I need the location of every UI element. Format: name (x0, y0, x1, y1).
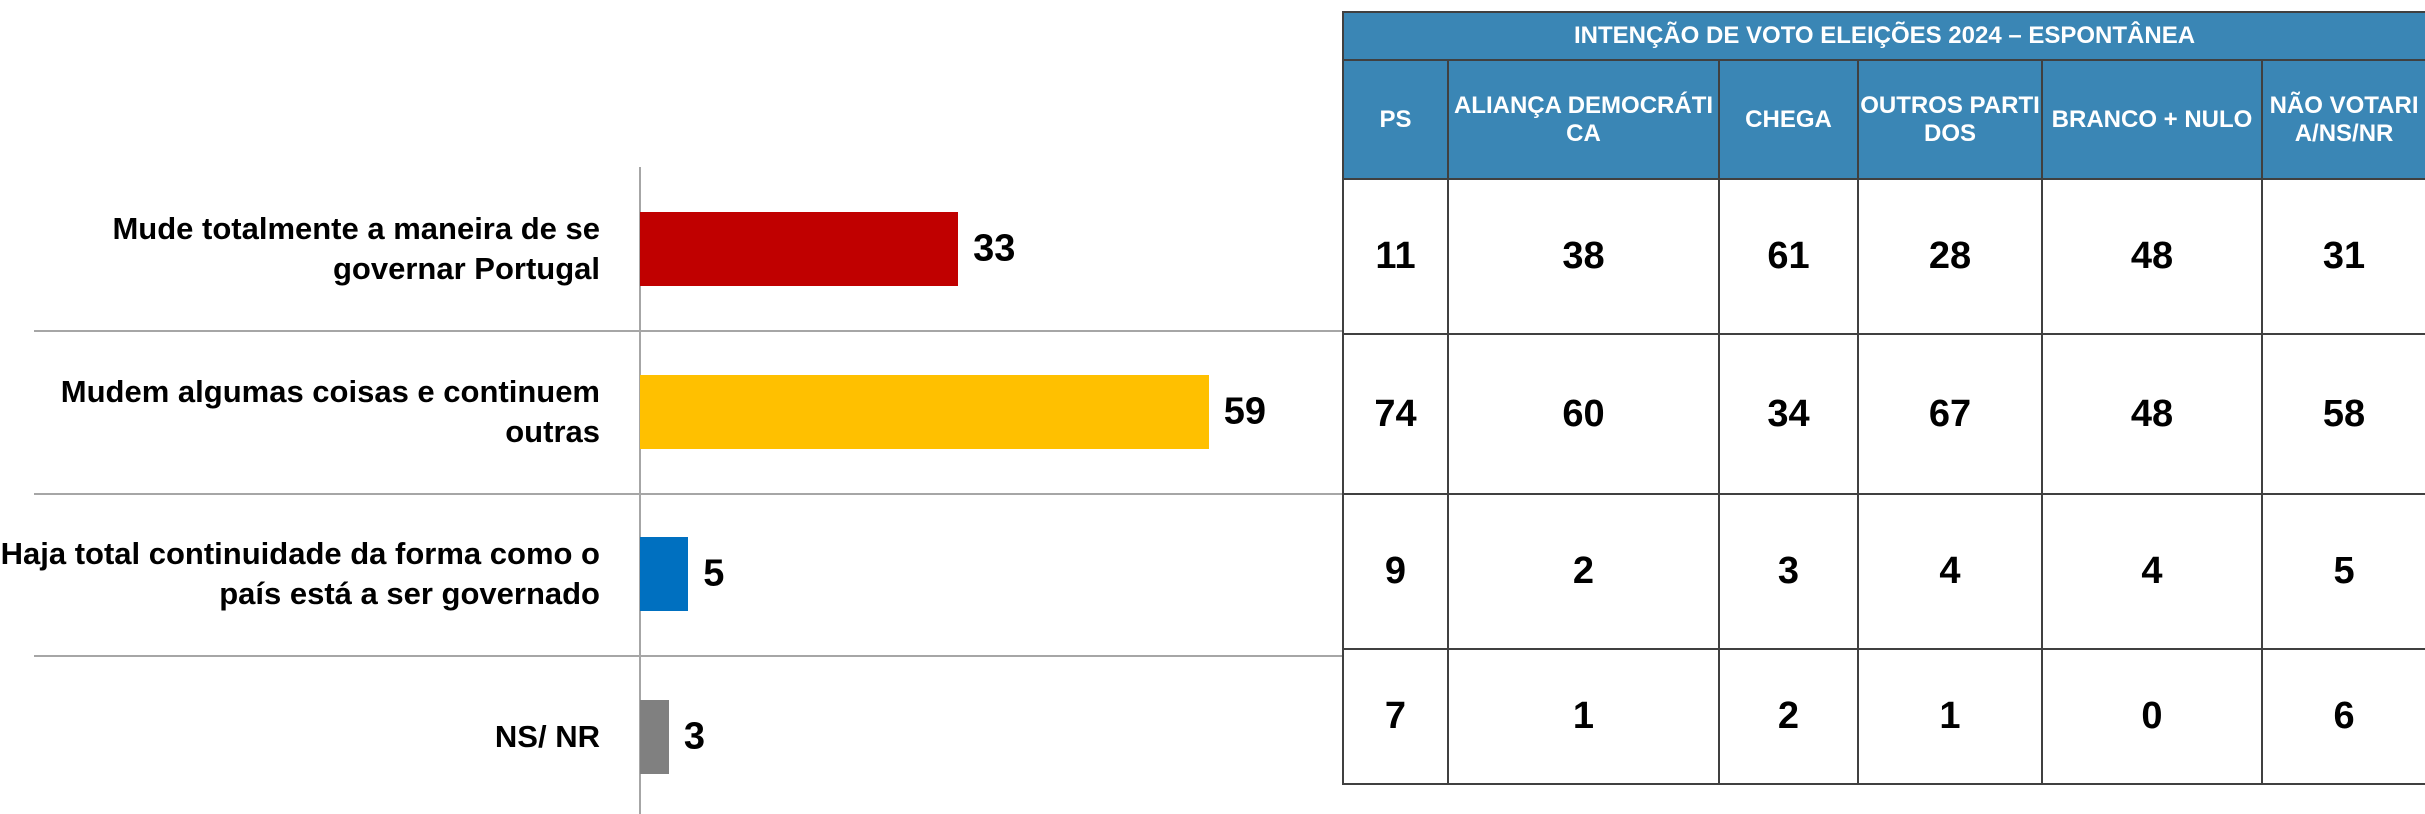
table-cell: 1 (1447, 648, 1720, 785)
table-cell: 1 (1857, 648, 2043, 785)
column-header: OUTROS PARTIDOS (1857, 59, 2043, 180)
table-cell: 2 (1718, 648, 1859, 785)
bar (640, 537, 689, 611)
table-cell: 4 (1857, 493, 2043, 650)
column-header: ALIANÇA DEMOCRÁTICA (1447, 59, 1720, 180)
table-cell: 60 (1447, 333, 1720, 495)
table-cell: 4 (2041, 493, 2263, 650)
value-label: 3 (683, 715, 706, 757)
table-cell: 48 (2041, 333, 2263, 495)
row-separator (34, 492, 1342, 495)
bar (640, 374, 1209, 449)
table-cell: 9 (1342, 493, 1449, 650)
category-label: NS/ NR (494, 718, 600, 754)
bar (640, 699, 669, 774)
table-row: 74 60 34 67 48 58 (1342, 333, 2425, 495)
column-header: PS (1342, 59, 1449, 180)
table-cell: 34 (1718, 333, 1859, 495)
table-cell: 11 (1342, 178, 1449, 335)
table-cell: 74 (1342, 333, 1449, 495)
table-cell: 58 (2260, 333, 2425, 495)
table-cell: 48 (2041, 178, 2263, 335)
category-label: Mudem algumas coisas e continuem outras (60, 373, 600, 449)
row-separator (34, 655, 1342, 658)
table-cell: 7 (1342, 648, 1449, 785)
table-cell: 28 (1857, 178, 2043, 335)
value-label: 33 (973, 227, 1016, 270)
axis-line (639, 167, 641, 814)
table-cell: 61 (1718, 178, 1859, 335)
column-header: NÃO VOTARIA/NS/NR (2260, 59, 2425, 180)
table-cell: 2 (1447, 493, 1720, 650)
value-label: 59 (1223, 390, 1267, 432)
vote-table: INTENÇÃO DE VOTO ELEIÇÕES 2024 – ESPONTÂ… (1341, 11, 2425, 785)
table-cell: 5 (2260, 493, 2425, 650)
table-row: 11 38 61 28 48 31 (1342, 178, 2425, 335)
table-cell: 38 (1447, 178, 1720, 335)
chart: Mude totalmente a maneira de se governar… (0, 167, 1342, 814)
row-separator (34, 330, 1342, 333)
bar (640, 212, 959, 286)
table-cell: 6 (2260, 648, 2425, 785)
column-header: CHEGA (1718, 59, 1859, 180)
table-cell: 3 (1718, 493, 1859, 650)
category-label: Haja total continuidade da forma como o … (0, 536, 600, 611)
category-label: Mude totalmente a maneira de se governar… (112, 211, 600, 286)
column-header: BRANCO + NULO (2041, 59, 2263, 180)
value-label: 5 (703, 552, 725, 595)
table-cell: 31 (2260, 178, 2425, 335)
table-cell: 0 (2041, 648, 2263, 785)
table-title: INTENÇÃO DE VOTO ELEIÇÕES 2024 – ESPONTÂ… (1341, 11, 2425, 61)
table-cell: 67 (1857, 333, 2043, 495)
